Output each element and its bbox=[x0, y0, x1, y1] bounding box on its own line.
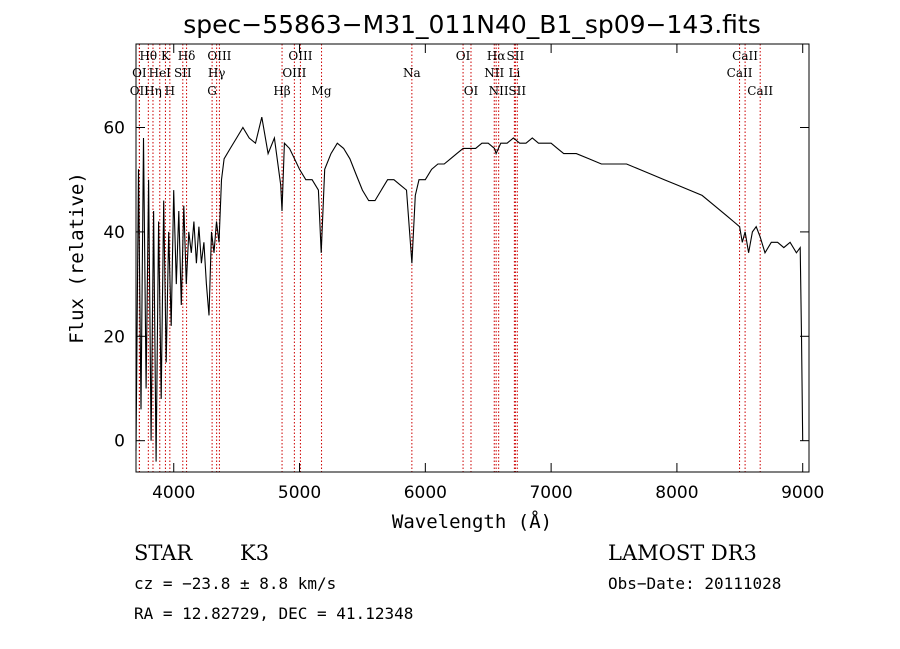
coordinates: RA = 12.82729, DEC = 41.12348 bbox=[134, 604, 413, 623]
emission-line-label: HeI bbox=[149, 66, 172, 80]
spectrum-line bbox=[135, 116, 804, 462]
emission-line-label: OIII bbox=[282, 66, 306, 80]
emission-line-label: OI bbox=[456, 49, 471, 63]
emission-line-label: H bbox=[165, 84, 175, 98]
emission-line-label: Hα bbox=[487, 49, 506, 63]
emission-line-label: CaII bbox=[727, 66, 753, 80]
x-tick-label: 5000 bbox=[278, 483, 321, 503]
emission-line-label: Hη bbox=[144, 84, 162, 98]
emission-line-label: SII bbox=[174, 66, 192, 80]
emission-line-label: CaII bbox=[747, 84, 773, 98]
chart-title: spec−55863−M31_011N40_B1_sp09−143.fits bbox=[183, 10, 761, 39]
emission-line-labels: OII Hθ OI Hη HeI K H SII Hδ G Hγ OIII Hβ OIII OIII Mg Na… bbox=[130, 49, 774, 98]
emission-line-label: CaII bbox=[732, 49, 758, 63]
emission-line-markers bbox=[138, 44, 761, 472]
emission-line-label: NII bbox=[484, 66, 504, 80]
emission-line-label: OIII bbox=[288, 49, 312, 63]
x-tick-label: 6000 bbox=[404, 483, 447, 503]
y-axis-label: Flux (relative) bbox=[66, 172, 88, 344]
emission-line-label: OI bbox=[464, 84, 479, 98]
redshift-velocity: cz = −23.8 ± 8.8 km/s bbox=[134, 574, 336, 593]
emission-line-label: SII bbox=[508, 84, 526, 98]
emission-line-label: Hδ bbox=[178, 49, 196, 63]
emission-line-label: G bbox=[207, 84, 217, 98]
emission-line-label: K bbox=[161, 49, 171, 63]
y-tick-label: 60 bbox=[103, 119, 125, 139]
x-tick-label: 8000 bbox=[655, 483, 698, 503]
object-subclass: K3 bbox=[240, 541, 269, 565]
x-axis-label: Wavelength (Å) bbox=[392, 510, 552, 533]
x-tick-label: 9000 bbox=[781, 483, 824, 503]
emission-line-label: OI bbox=[132, 66, 147, 80]
emission-line-label: SII bbox=[507, 49, 525, 63]
emission-line-label: Hβ bbox=[273, 84, 290, 98]
emission-line-label: OIII bbox=[207, 49, 231, 63]
emission-line-label: Hθ bbox=[139, 49, 157, 63]
plot-frame bbox=[135, 43, 810, 473]
x-tick-label: 4000 bbox=[152, 483, 195, 503]
y-tick-label: 20 bbox=[103, 327, 125, 347]
emission-line-label: Hγ bbox=[208, 66, 226, 80]
emission-line-label: NII bbox=[489, 84, 509, 98]
emission-line-label: Mg bbox=[312, 84, 332, 98]
y-tick-label: 0 bbox=[114, 432, 125, 452]
x-axis-ticks: 4000 5000 6000 7000 8000 9000 bbox=[152, 44, 824, 503]
y-axis-ticks: 0 20 40 60 bbox=[103, 119, 809, 452]
survey-name: LAMOST DR3 bbox=[608, 541, 757, 565]
object-class: STAR bbox=[134, 541, 193, 565]
observation-date: Obs−Date: 20111028 bbox=[608, 574, 781, 593]
emission-line-label: Na bbox=[403, 66, 421, 80]
y-tick-label: 40 bbox=[103, 223, 125, 243]
emission-line-label: OII bbox=[130, 84, 150, 98]
emission-line-label: Li bbox=[508, 66, 520, 80]
x-tick-label: 7000 bbox=[529, 483, 572, 503]
